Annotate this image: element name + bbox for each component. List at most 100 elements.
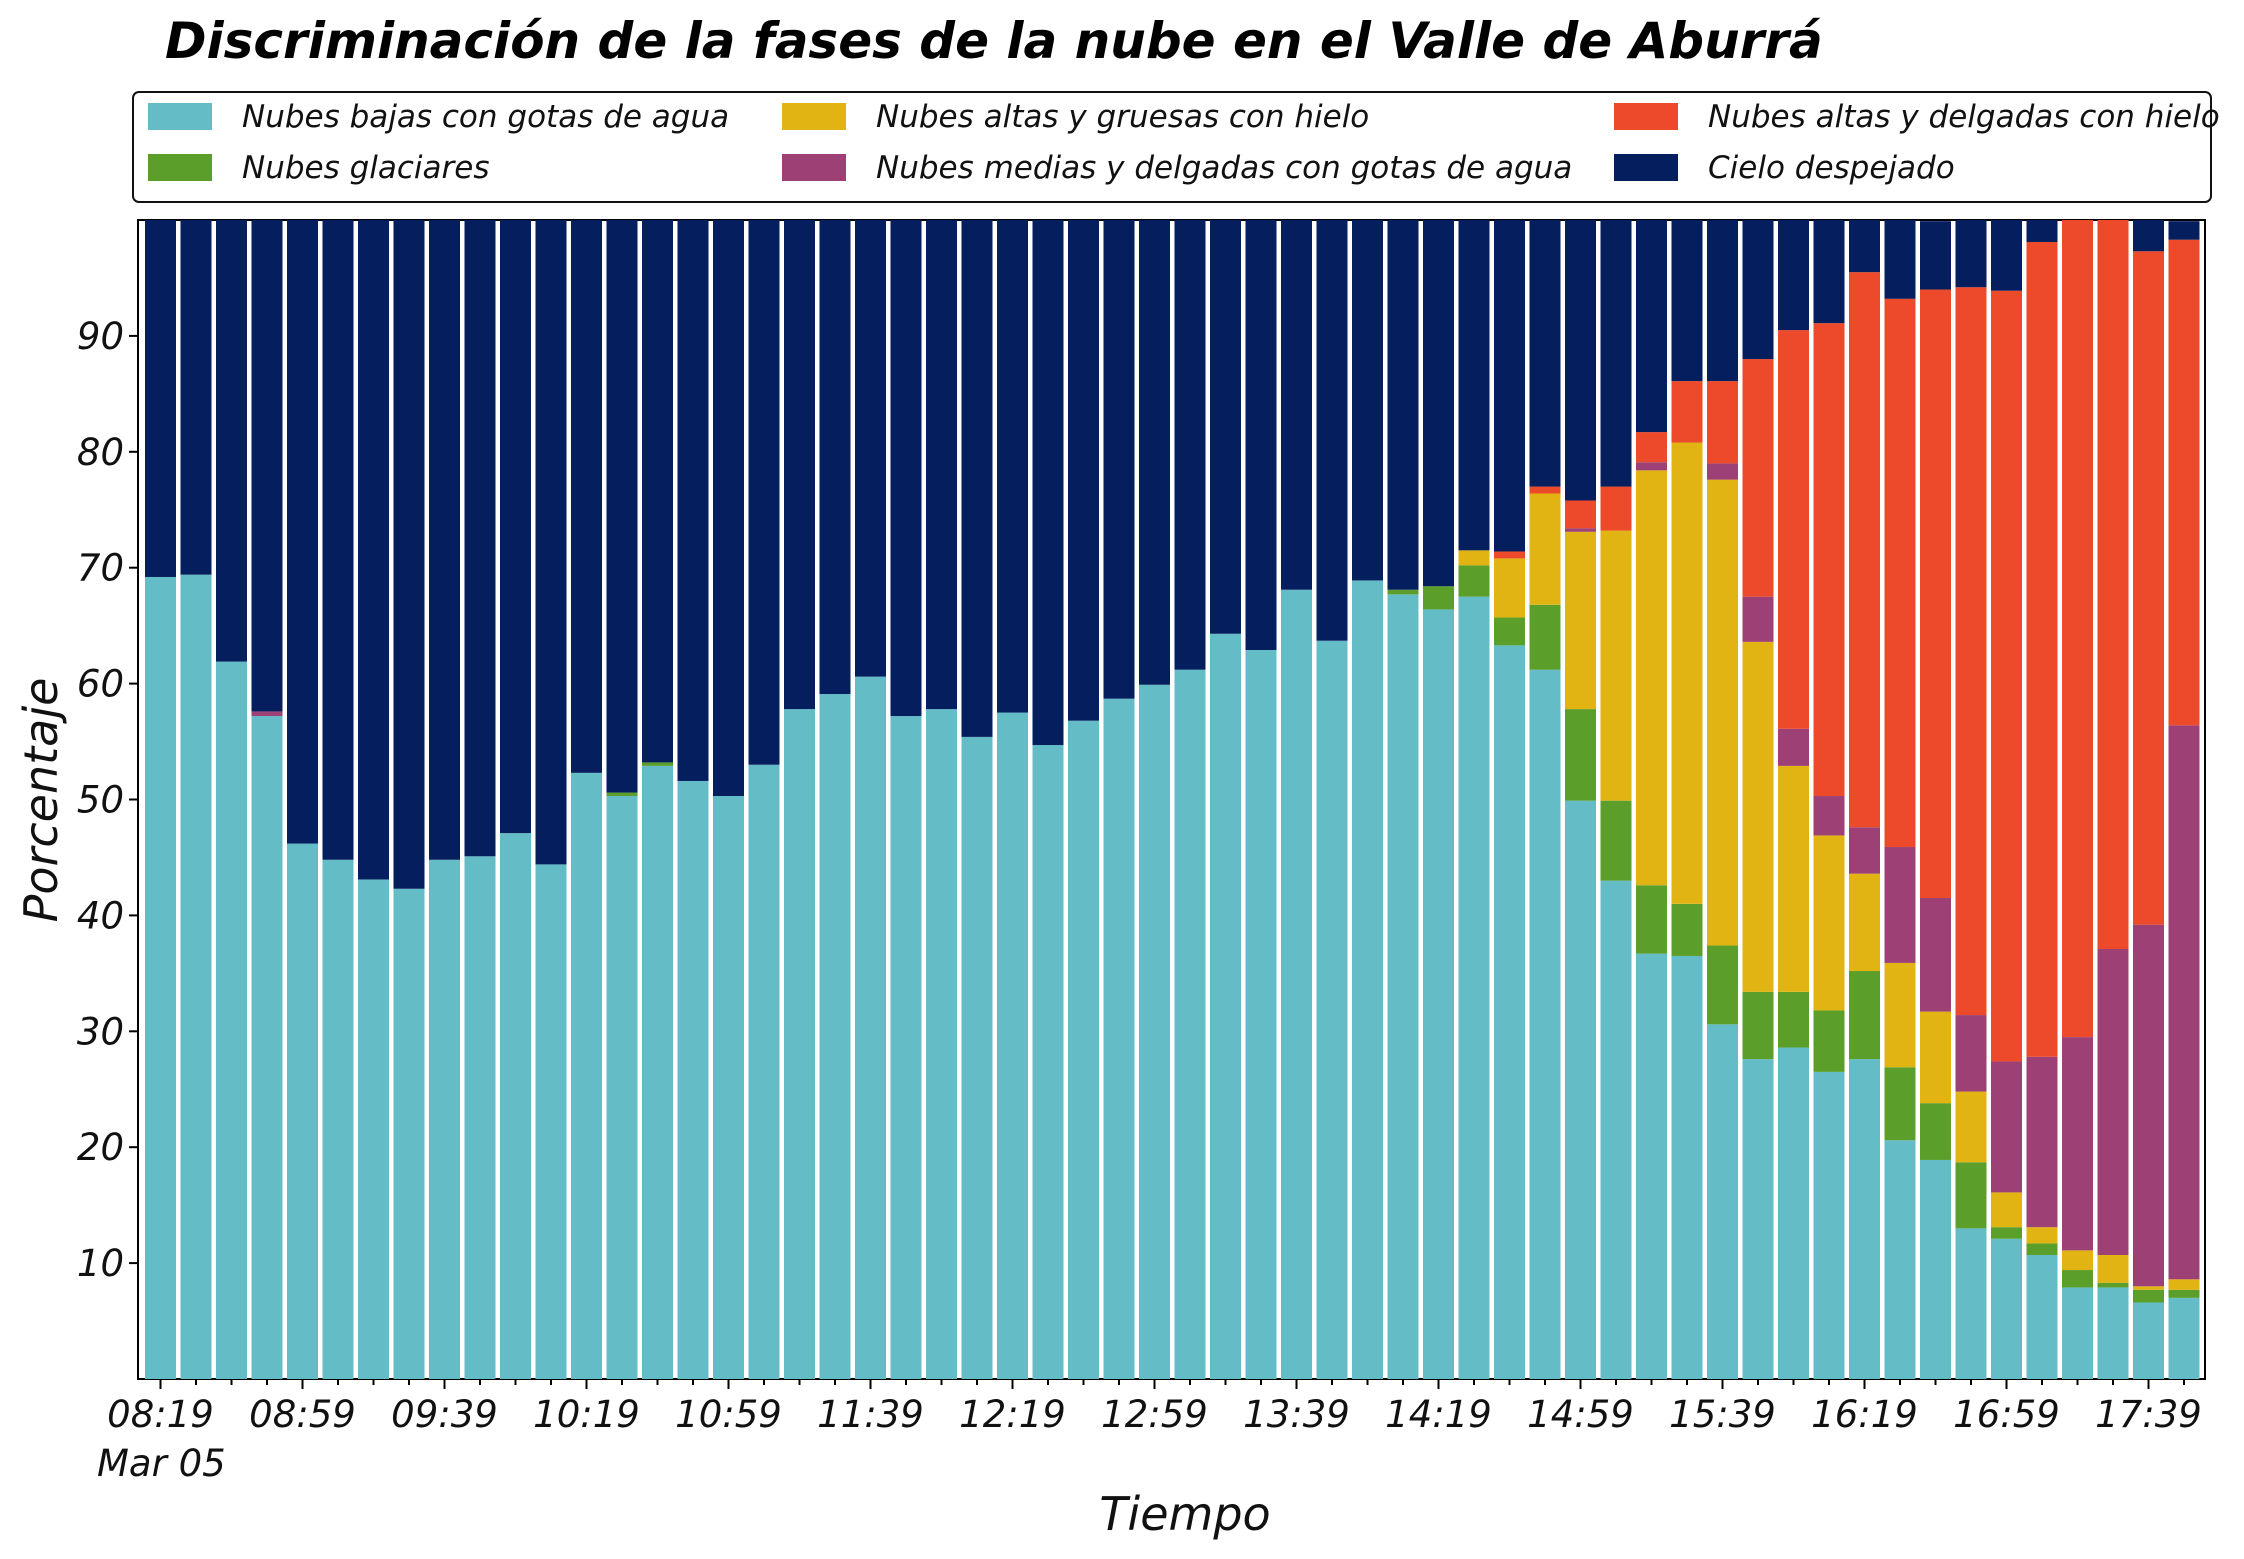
bar-segment-cielo-despejado bbox=[1955, 220, 1987, 288]
bar-segment-cielo-despejado bbox=[1423, 220, 1454, 587]
legend-label: Nubes altas y gruesas con hielo bbox=[876, 99, 1369, 135]
bar-segment-cielo-despejado bbox=[393, 220, 425, 889]
y-tick-label: 80 bbox=[77, 431, 124, 474]
bar-segment-nubes-bajas-con-gotas-de-agua bbox=[1565, 800, 1596, 1379]
bar-segment-nubes-medias-y-delgadas-con-gotas-de-agua bbox=[2062, 1037, 2093, 1251]
y-axis: 10 20 30 40 50 60 70 80 90 bbox=[77, 315, 138, 1285]
bar-segment-cielo-despejado bbox=[1884, 220, 1916, 299]
bar-segment-cielo-despejado bbox=[251, 220, 283, 712]
bar-segment-nubes-bajas-con-gotas-de-agua bbox=[748, 764, 780, 1379]
bar-segment-nubes-altas-y-gruesas-con-hielo bbox=[1494, 558, 1525, 618]
bar-segment-nubes-bajas-con-gotas-de-agua bbox=[1636, 953, 1667, 1379]
bar-segment-cielo-despejado bbox=[1068, 220, 1099, 721]
bar-segment-nubes-altas-y-gruesas-con-hielo bbox=[1778, 765, 1809, 992]
bar-segment-nubes-medias-y-delgadas-con-gotas-de-agua bbox=[1849, 827, 1880, 874]
bars-layer bbox=[145, 220, 2200, 1379]
bar-segment-cielo-despejado bbox=[1387, 220, 1419, 590]
bar-segment-nubes-bajas-con-gotas-de-agua bbox=[677, 780, 709, 1379]
bar-segment-nubes-altas-y-delgadas-con-hielo bbox=[1565, 500, 1596, 529]
bar-segment-nubes-bajas-con-gotas-de-agua bbox=[393, 888, 425, 1379]
bar-segment-nubes-bajas-con-gotas-de-agua bbox=[2026, 1254, 2058, 1379]
bar-segment-nubes-altas-y-gruesas-con-hielo bbox=[1884, 962, 1916, 1068]
bar-segment-cielo-despejado bbox=[890, 220, 922, 717]
bar-segment-cielo-despejado bbox=[1707, 220, 1738, 382]
legend: Nubes bajas con gotas de agua Nubes glaci… bbox=[132, 91, 2220, 203]
bar-segment-nubes-bajas-con-gotas-de-agua bbox=[1920, 1159, 1951, 1379]
bar-segment-cielo-despejado bbox=[358, 220, 389, 880]
bar-segment-cielo-despejado bbox=[1636, 220, 1667, 433]
bar-segment-cielo-despejado bbox=[1529, 220, 1561, 487]
bar-segment-nubes-glaciares bbox=[2026, 1243, 2058, 1255]
bar-segment-nubes-bajas-con-gotas-de-agua bbox=[1742, 1059, 1774, 1379]
bar-segment-nubes-bajas-con-gotas-de-agua bbox=[1600, 880, 1632, 1379]
bar-segment-nubes-altas-y-delgadas-con-hielo bbox=[1671, 381, 1703, 443]
bar-segment-nubes-bajas-con-gotas-de-agua bbox=[606, 796, 638, 1379]
bar-segment-nubes-bajas-con-gotas-de-agua bbox=[2133, 1302, 2164, 1379]
legend-label: Nubes glaciares bbox=[242, 150, 490, 186]
bar-segment-nubes-altas-y-gruesas-con-hielo bbox=[2097, 1254, 2129, 1283]
x-tick-label: 14:19 bbox=[1385, 1393, 1492, 1436]
bar-segment-cielo-despejado bbox=[961, 220, 993, 737]
bar-segment-nubes-medias-y-delgadas-con-gotas-de-agua bbox=[2026, 1056, 2058, 1228]
bar-segment-nubes-glaciares bbox=[1423, 586, 1454, 610]
bar-segment-nubes-bajas-con-gotas-de-agua bbox=[997, 712, 1028, 1379]
bar-segment-cielo-despejado bbox=[500, 220, 531, 834]
bar-segment-nubes-glaciares bbox=[1458, 565, 1490, 597]
bar-segment-cielo-despejado bbox=[1174, 220, 1206, 670]
bar-segment-cielo-despejado bbox=[1813, 220, 1845, 324]
bar-segment-nubes-medias-y-delgadas-con-gotas-de-agua bbox=[1991, 1061, 2022, 1193]
legend-label: Nubes bajas con gotas de agua bbox=[242, 99, 729, 135]
bar-segment-cielo-despejado bbox=[571, 220, 602, 773]
bar-segment-nubes-altas-y-gruesas-con-hielo bbox=[1955, 1091, 1987, 1163]
bar-segment-nubes-altas-y-delgadas-con-hielo bbox=[1494, 551, 1525, 559]
bar-segment-nubes-medias-y-delgadas-con-gotas-de-agua bbox=[1920, 898, 1951, 1012]
bar-segment-nubes-altas-y-gruesas-con-hielo bbox=[2168, 1279, 2200, 1290]
bar-segment-nubes-altas-y-gruesas-con-hielo bbox=[1600, 530, 1632, 801]
bar-segment-nubes-glaciares bbox=[1849, 971, 1880, 1060]
bar-segment-nubes-bajas-con-gotas-de-agua bbox=[961, 736, 993, 1379]
bar-segment-nubes-altas-y-delgadas-con-hielo bbox=[2026, 242, 2058, 1057]
bar-segment-nubes-bajas-con-gotas-de-agua bbox=[251, 716, 283, 1379]
bar-segment-nubes-medias-y-delgadas-con-gotas-de-agua bbox=[1707, 463, 1738, 480]
bar-segment-nubes-bajas-con-gotas-de-agua bbox=[1494, 645, 1525, 1379]
bar-segment-cielo-despejado bbox=[2026, 220, 2058, 243]
legend-label: Nubes altas y delgadas con hielo bbox=[1708, 99, 2220, 135]
bar-segment-cielo-despejado bbox=[926, 220, 957, 710]
bar-segment-nubes-glaciares bbox=[1529, 604, 1561, 670]
date-label: Mar 05 bbox=[97, 1442, 226, 1485]
bar-segment-nubes-altas-y-gruesas-con-hielo bbox=[2133, 1286, 2164, 1290]
bar-segment-cielo-despejado bbox=[216, 220, 247, 662]
bar-segment-nubes-bajas-con-gotas-de-agua bbox=[926, 709, 957, 1379]
legend-swatch bbox=[782, 103, 846, 130]
bar-segment-nubes-medias-y-delgadas-con-gotas-de-agua bbox=[251, 711, 283, 717]
bar-segment-nubes-bajas-con-gotas-de-agua bbox=[1991, 1238, 2022, 1379]
bar-segment-nubes-bajas-con-gotas-de-agua bbox=[1210, 633, 1241, 1379]
bar-segment-cielo-despejado bbox=[1458, 220, 1490, 551]
bar-segment-nubes-medias-y-delgadas-con-gotas-de-agua bbox=[1565, 528, 1596, 532]
bar-segment-nubes-glaciares bbox=[1387, 589, 1419, 595]
bar-segment-cielo-despejado bbox=[1671, 220, 1703, 382]
legend-swatch bbox=[782, 154, 846, 181]
legend-item-nubes-altas-y-delgadas-con-hielo: Nubes altas y delgadas con hielo bbox=[1614, 99, 2220, 135]
bar-segment-nubes-medias-y-delgadas-con-gotas-de-agua bbox=[1813, 796, 1845, 836]
bar-segment-nubes-bajas-con-gotas-de-agua bbox=[2062, 1287, 2093, 1379]
bar-segment-cielo-despejado bbox=[819, 220, 851, 695]
x-tick-label: 16:19 bbox=[1811, 1393, 1918, 1436]
bar-segment-nubes-altas-y-gruesas-con-hielo bbox=[1565, 531, 1596, 710]
y-axis-label: Porcentaje bbox=[14, 678, 68, 923]
legend-frame bbox=[132, 91, 2212, 203]
bar-segment-nubes-altas-y-delgadas-con-hielo bbox=[1778, 330, 1809, 729]
x-tick-label: 14:59 bbox=[1527, 1393, 1634, 1436]
bar-segment-nubes-glaciares bbox=[1636, 885, 1667, 954]
bar-segment-nubes-altas-y-delgadas-con-hielo bbox=[1955, 287, 1987, 1016]
bar-segment-nubes-bajas-con-gotas-de-agua bbox=[2097, 1287, 2129, 1379]
bar-segment-nubes-bajas-con-gotas-de-agua bbox=[855, 676, 886, 1379]
bar-segment-nubes-glaciares bbox=[2097, 1282, 2129, 1288]
bar-segment-nubes-altas-y-gruesas-con-hielo bbox=[1991, 1192, 2022, 1228]
bar-segment-nubes-altas-y-gruesas-con-hielo bbox=[1742, 641, 1774, 992]
bar-segment-nubes-medias-y-delgadas-con-gotas-de-agua bbox=[2097, 949, 2129, 1255]
y-tick-label: 20 bbox=[77, 1126, 124, 1169]
bar-segment-nubes-altas-y-gruesas-con-hielo bbox=[1849, 873, 1880, 972]
bar-segment-cielo-despejado bbox=[784, 220, 815, 710]
